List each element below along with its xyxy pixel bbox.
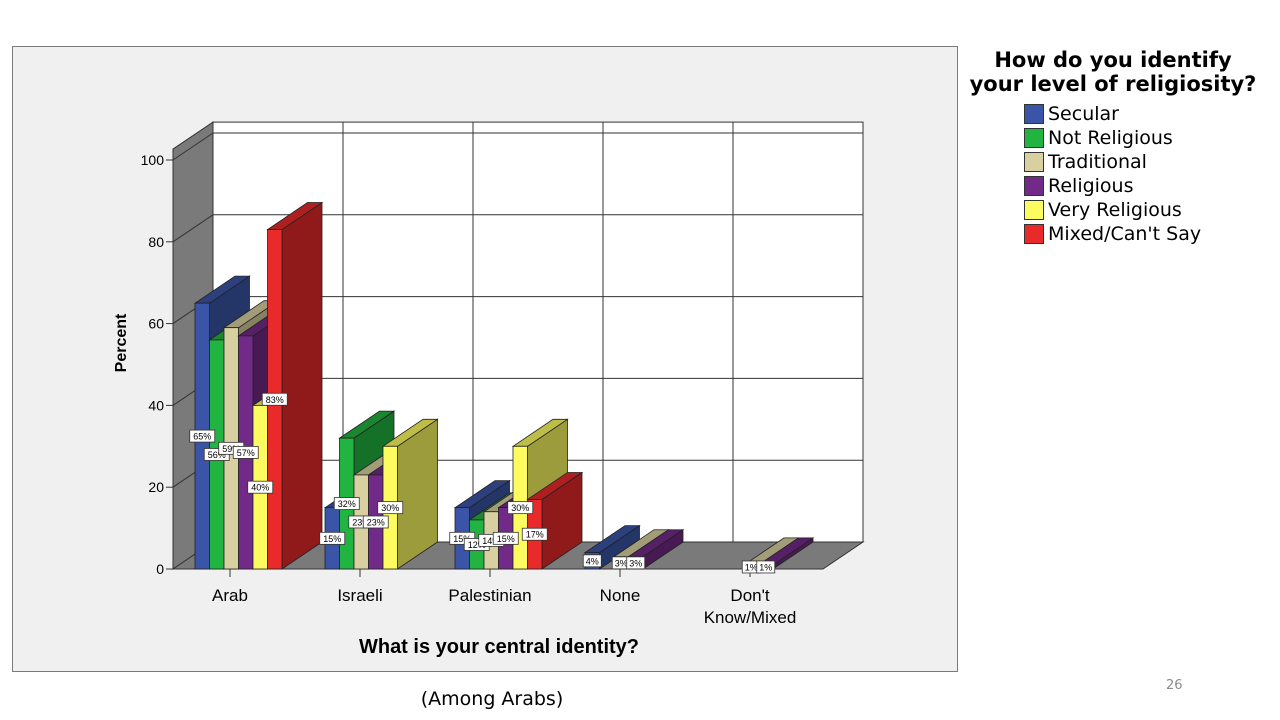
x-tick-label: Palestinian xyxy=(448,586,531,605)
data-label: 3% xyxy=(615,558,628,568)
wall-gridline-100 xyxy=(172,132,214,161)
data-label-box xyxy=(319,531,346,545)
data-label: 23% xyxy=(352,517,370,527)
legend-label: Mixed/Can't Say xyxy=(1048,223,1202,245)
data-label-box xyxy=(189,429,216,443)
data-label-box xyxy=(492,531,519,545)
y-tick-label: 100 xyxy=(141,152,165,168)
legend-label: Traditional xyxy=(1048,151,1147,173)
legend-title: How do you identify your level of religi… xyxy=(969,48,1257,96)
x-tick-label: Arab xyxy=(212,586,248,605)
data-label: 3% xyxy=(629,558,642,568)
x-tick-label: Know/Mixed xyxy=(704,608,797,627)
x-axis-title: What is your central identity? xyxy=(359,636,639,658)
data-label-box xyxy=(362,515,389,529)
legend-item: Very Religious xyxy=(1024,198,1258,222)
data-label: 57% xyxy=(237,448,255,458)
legend-label: Secular xyxy=(1048,103,1119,125)
legend-swatch xyxy=(1024,224,1044,244)
legend-item: Religious xyxy=(1024,174,1258,198)
data-label-box xyxy=(582,554,602,568)
legend-item: Not Religious xyxy=(1024,126,1258,150)
data-label: 1% xyxy=(745,562,758,572)
data-label: 65% xyxy=(193,432,211,442)
data-label: 59% xyxy=(222,444,240,454)
chart-frame: 0 20 40 60 80 100 Percent Arab Israeli Palestinia… xyxy=(12,46,958,672)
bar-chart-3d: 0 20 40 60 80 100 Percent Arab Israeli Palestinia… xyxy=(113,121,865,658)
data-label: 17% xyxy=(526,530,544,540)
legend-label: Religious xyxy=(1048,175,1134,197)
data-label: 40% xyxy=(251,483,269,493)
data-label-box xyxy=(333,497,360,510)
data-label: 1% xyxy=(759,562,772,572)
y-axis-title: Percent xyxy=(113,313,130,372)
data-label: 23% xyxy=(367,517,385,527)
legend-swatch xyxy=(1024,104,1044,124)
data-label: 15% xyxy=(497,534,515,544)
data-label-box xyxy=(232,446,259,459)
data-label: 30% xyxy=(381,503,399,513)
legend-swatch xyxy=(1024,176,1044,196)
data-label-box xyxy=(261,392,288,406)
data-label: 30% xyxy=(511,503,529,513)
page-number: 26 xyxy=(1166,678,1183,693)
legend-swatch xyxy=(1024,128,1044,148)
x-tick-label: Israeli xyxy=(337,586,382,605)
legend-label: Very Religious xyxy=(1048,199,1182,221)
legend-label: Not Religious xyxy=(1048,127,1173,149)
y-tick-label: 20 xyxy=(148,479,164,495)
data-label-box xyxy=(377,501,404,515)
data-label: 83% xyxy=(266,395,284,405)
data-label-box xyxy=(521,527,548,541)
y-tick-label: 0 xyxy=(156,561,164,577)
data-label: 12% xyxy=(468,540,486,550)
x-tick-label: Don't xyxy=(730,586,769,605)
y-tick-label: 60 xyxy=(148,316,164,332)
wall-gridline-80 xyxy=(172,214,214,243)
legend-swatch xyxy=(1024,200,1044,220)
data-label: 15% xyxy=(453,534,471,544)
data-label-box xyxy=(507,501,534,515)
data-label-box xyxy=(626,556,646,570)
legend-item: Mixed/Can't Say xyxy=(1024,222,1258,246)
legend-swatch xyxy=(1024,152,1044,172)
legend-items: Secular Not Religious Traditional Religious… xyxy=(1024,102,1258,246)
legend-item: Secular xyxy=(1024,102,1258,126)
footnote: (Among Arabs) xyxy=(420,688,564,710)
data-label: 4% xyxy=(586,556,599,566)
data-label: 56% xyxy=(208,450,226,460)
data-label: 14% xyxy=(482,536,500,546)
y-tick-label: 40 xyxy=(148,397,164,413)
data-label-box xyxy=(756,560,776,574)
legend: How do you identify your level of religi… xyxy=(968,48,1258,246)
data-label: 15% xyxy=(323,534,341,544)
data-label: 32% xyxy=(338,499,356,509)
legend-item: Traditional xyxy=(1024,150,1258,174)
data-label-box xyxy=(247,480,274,494)
y-tick-label: 80 xyxy=(148,234,164,250)
bar-mixed-can-t-say-0-side xyxy=(281,201,323,570)
x-tick-label: None xyxy=(600,586,641,605)
